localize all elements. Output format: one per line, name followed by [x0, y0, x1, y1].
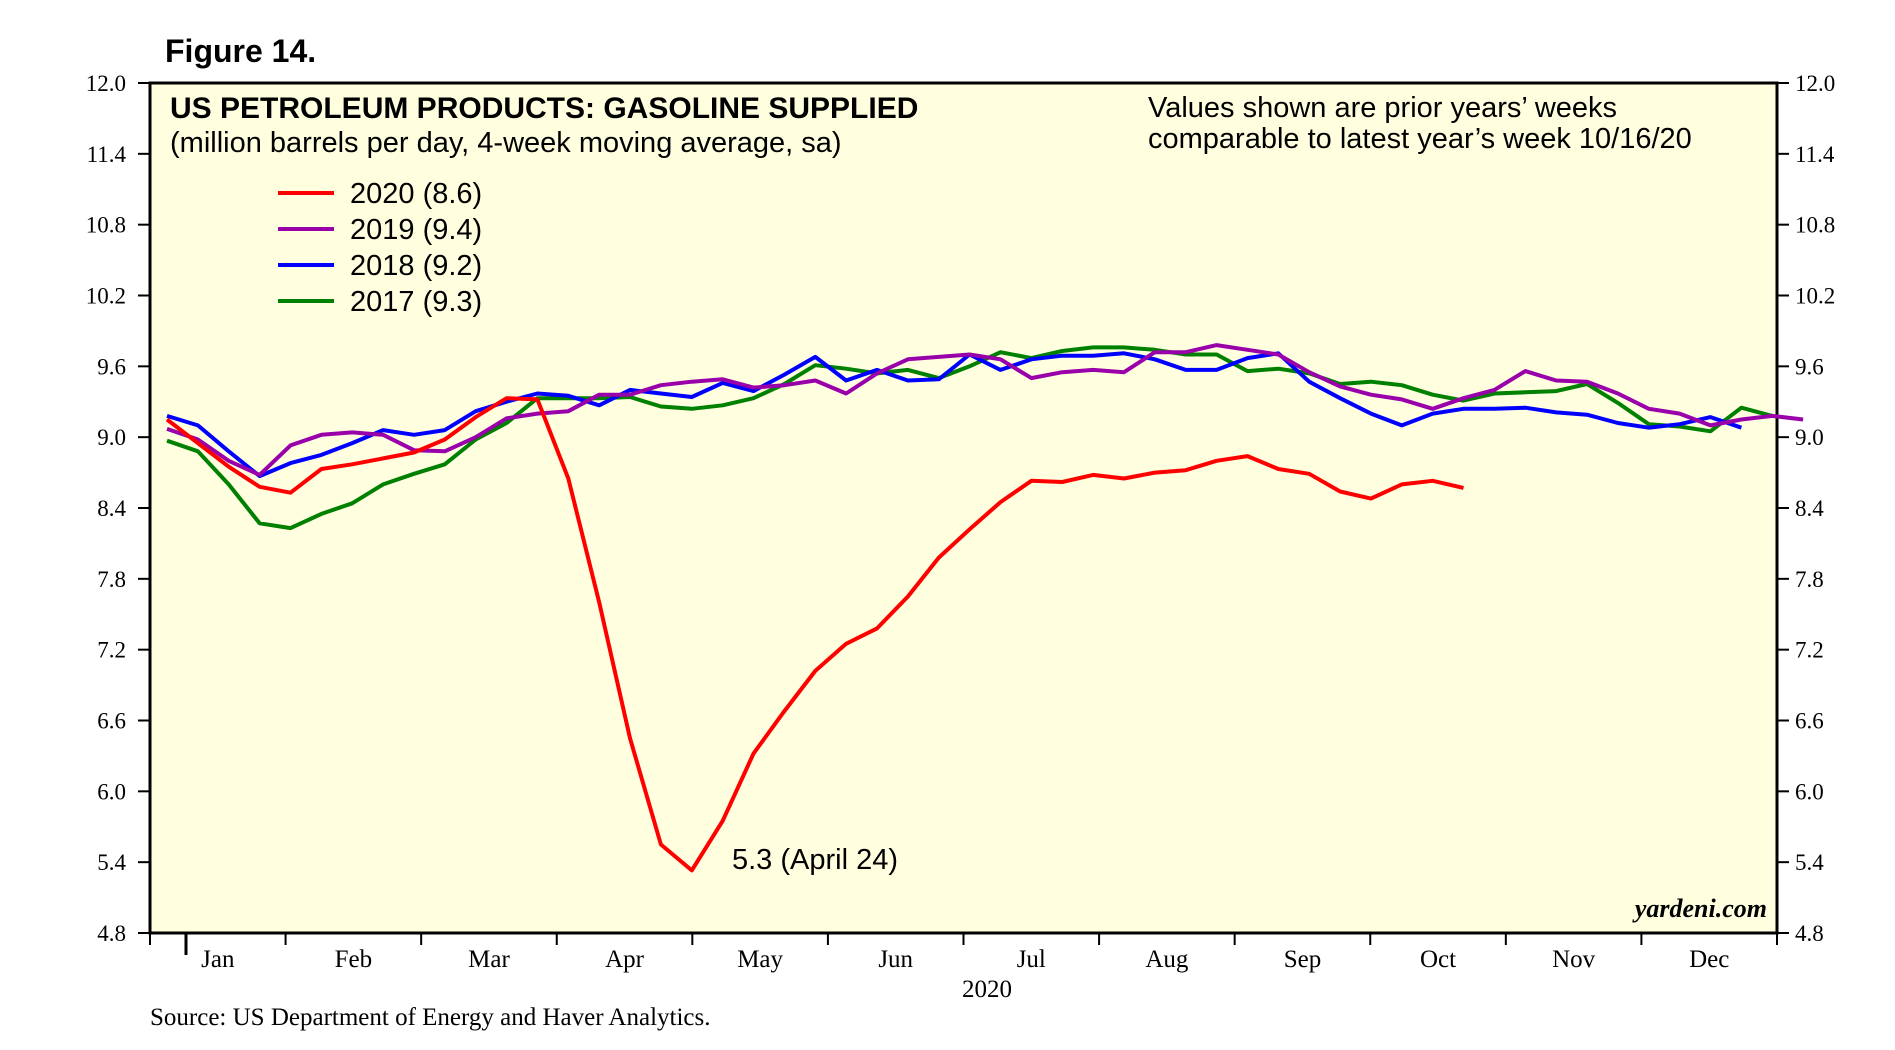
series-line-1	[166, 343, 1804, 477]
y-tick-label-left-5: 9.0	[97, 425, 126, 450]
y-tick-label-right-10: 6.0	[1795, 779, 1824, 804]
legend-label-3: 2017 (9.3)	[350, 286, 482, 318]
y-tick-label-right-0: 12.0	[1795, 71, 1835, 96]
y-tick-label-left-9: 6.6	[97, 709, 126, 734]
y-tick-label-left-10: 6.0	[97, 779, 126, 804]
y-tick-label-left-6: 8.4	[97, 496, 126, 521]
x-tick-label-0: Jan	[201, 946, 235, 973]
x-tick-label-4: May	[737, 946, 783, 973]
legend-label-0: 2020 (8.6)	[350, 178, 482, 210]
brand-watermark: yardeni.com	[1632, 894, 1767, 923]
note-line-1: Values shown are prior years’ weeks	[1148, 92, 1617, 124]
y-tick-label-left-0: 12.0	[86, 71, 126, 96]
plot-area	[148, 81, 1779, 935]
x-tick-label-6: Jul	[1017, 946, 1046, 973]
y-tick-label-right-2: 10.8	[1795, 213, 1835, 238]
x-axis-label: 2020	[962, 976, 1012, 1003]
y-axes: 12.0 12.0 11.4 11.4 10.8 10.8 10.2 10.2 9.6 9.6 9.…	[86, 71, 1836, 946]
legend: 2020 (8.6) 2019 (9.4) 2018 (9.2) 2017 (9.3)	[278, 178, 482, 318]
x-tick-label-8: Sep	[1284, 946, 1322, 973]
y-tick-label-right-7: 7.8	[1795, 567, 1824, 592]
x-tick-label-2: Mar	[468, 946, 510, 973]
chart-subtitle: (million barrels per day, 4-week moving …	[170, 127, 842, 159]
y-tick-label-left-12: 4.8	[97, 921, 126, 946]
y-tick-label-right-9: 6.6	[1795, 709, 1824, 734]
x-tick-label-10: Nov	[1552, 946, 1596, 973]
y-tick-label-left-1: 11.4	[87, 142, 127, 167]
legend-label-1: 2019 (9.4)	[350, 214, 482, 246]
y-tick-label-right-11: 5.4	[1795, 850, 1824, 875]
y-tick-label-right-6: 8.4	[1795, 496, 1824, 521]
series-lines	[165, 343, 1804, 873]
chart-title: US PETROLEUM PRODUCTS: GASOLINE SUPPLIED	[170, 92, 918, 125]
note-line-2: comparable to latest year’s week 10/16/2…	[1148, 123, 1692, 155]
legend-label-2: 2018 (9.2)	[350, 250, 482, 282]
trough-annotation: 5.3 (April 24)	[732, 844, 898, 876]
y-tick-label-right-8: 7.2	[1795, 638, 1824, 663]
x-tick-label-7: Aug	[1145, 946, 1189, 973]
series-line-0	[165, 396, 1464, 873]
x-tick-label-9: Oct	[1420, 946, 1456, 973]
figure-label: Figure 14.	[165, 33, 316, 69]
y-tick-label-left-7: 7.8	[97, 567, 126, 592]
y-tick-label-left-3: 10.2	[86, 284, 126, 309]
x-tick-label-1: Feb	[335, 946, 373, 973]
y-tick-label-left-4: 9.6	[97, 354, 126, 379]
y-tick-label-right-12: 4.8	[1795, 921, 1824, 946]
y-tick-label-left-8: 7.2	[97, 638, 126, 663]
series-line-2	[166, 351, 1743, 479]
x-tick-label-11: Dec	[1689, 946, 1729, 973]
source-note: Source: US Department of Energy and Have…	[150, 1004, 711, 1031]
y-tick-label-right-1: 11.4	[1795, 142, 1835, 167]
x-axis: Jan Feb Mar Apr May Jun Jul Aug Sep Oct Nov Dec	[149, 933, 1778, 973]
x-tick-label-5: Jun	[878, 946, 913, 973]
x-tick-label-3: Apr	[605, 946, 645, 973]
y-tick-label-right-5: 9.0	[1795, 425, 1824, 450]
y-tick-label-left-2: 10.8	[86, 213, 126, 238]
y-tick-label-left-11: 5.4	[97, 850, 126, 875]
series-line-3	[166, 345, 1773, 531]
y-tick-label-right-3: 10.2	[1795, 284, 1835, 309]
y-tick-label-right-4: 9.6	[1795, 354, 1824, 379]
